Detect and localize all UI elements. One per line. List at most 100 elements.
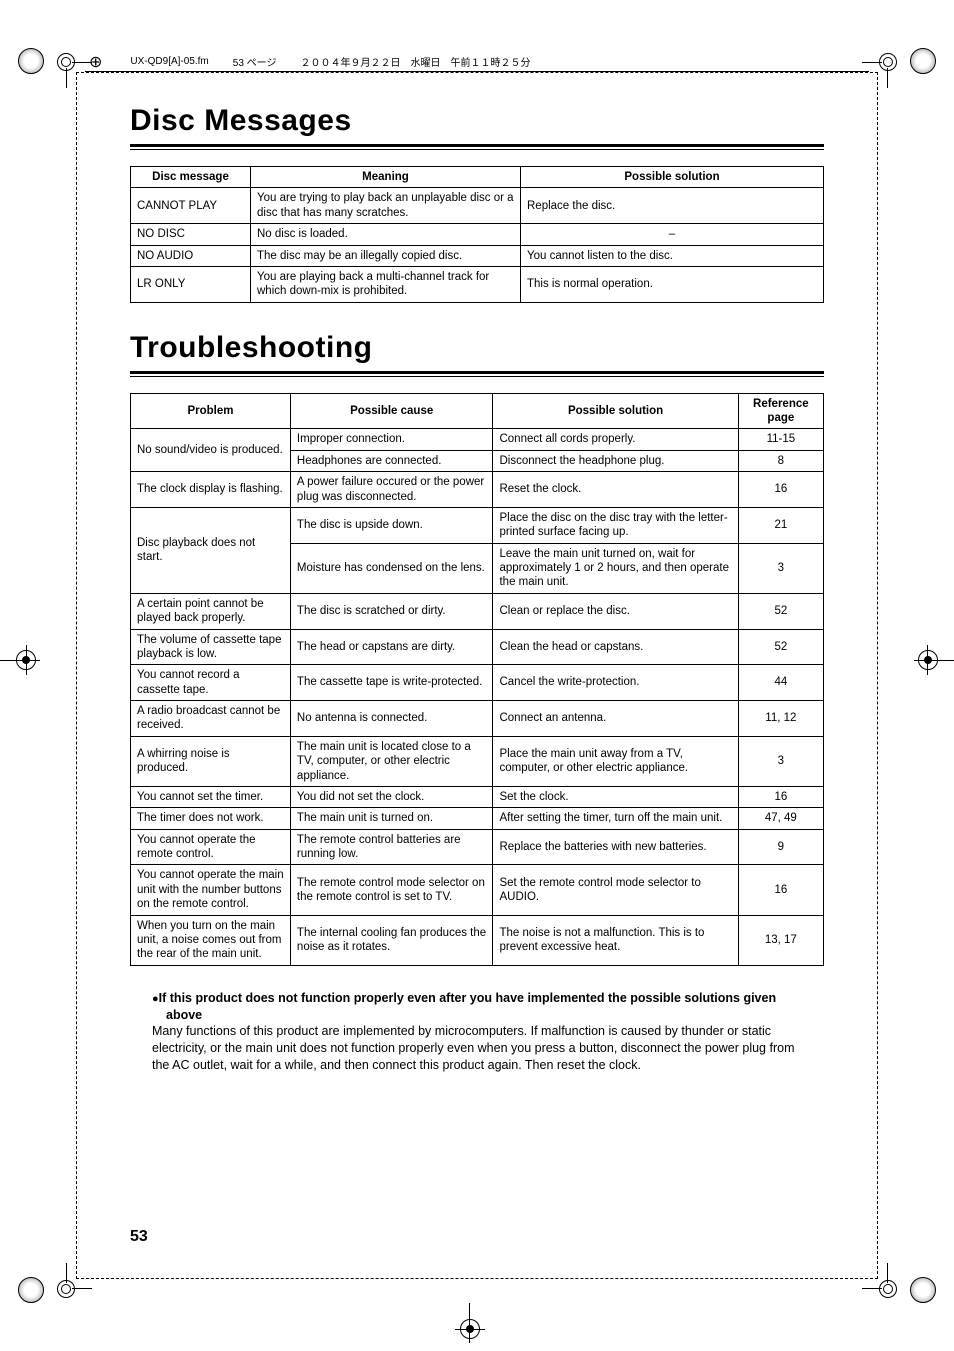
table-row: You cannot record a cassette tape.The ca… bbox=[131, 665, 824, 701]
table-cell-solution: Clean the head or capstans. bbox=[493, 629, 738, 665]
table-cell-cause: The head or capstans are dirty. bbox=[290, 629, 493, 665]
table-cell-solution: The noise is not a malfunction. This is … bbox=[493, 915, 738, 965]
table-cell-ref: 16 bbox=[738, 865, 823, 915]
table-cell: CANNOT PLAY bbox=[131, 188, 251, 224]
disc-messages-table: Disc messageMeaningPossible solution CAN… bbox=[130, 166, 824, 303]
table-cell-cause: The main unit is turned on. bbox=[290, 808, 493, 829]
section-title-disc-messages: Disc Messages bbox=[130, 104, 824, 138]
table-cell: – bbox=[521, 224, 824, 245]
table-cell-solution: Set the remote control mode selector to … bbox=[493, 865, 738, 915]
table-cell-solution: Place the disc on the disc tray with the… bbox=[493, 507, 738, 543]
table-row: A certain point cannot be played back pr… bbox=[131, 593, 824, 629]
table-cell-cause: The internal cooling fan produces the no… bbox=[290, 915, 493, 965]
table-cell-cause: Improper connection. bbox=[290, 429, 493, 450]
table-cell-solution: Reset the clock. bbox=[493, 472, 738, 508]
page-number: 53 bbox=[130, 1228, 148, 1246]
table-cell: NO AUDIO bbox=[131, 245, 251, 266]
table-cell-problem: You cannot operate the main unit with th… bbox=[131, 865, 291, 915]
plus-icon: ⊕ bbox=[89, 52, 102, 72]
table-cell: You are trying to play back an unplayabl… bbox=[251, 188, 521, 224]
table-cell-cause: You did not set the clock. bbox=[290, 786, 493, 807]
table-row: When you turn on the main unit, a noise … bbox=[131, 915, 824, 965]
crop-mark bbox=[874, 1275, 902, 1303]
table-cell-cause: The main unit is located close to a TV, … bbox=[290, 736, 493, 786]
table-header: Meaning bbox=[251, 167, 521, 188]
table-cell-problem: You cannot record a cassette tape. bbox=[131, 665, 291, 701]
table-cell-solution: Connect an antenna. bbox=[493, 701, 738, 737]
table-cell-solution: Leave the main unit turned on, wait for … bbox=[493, 543, 738, 593]
frame-header: ⊕ UX-QD9[A]-05.fm 53 ページ ２００４年９月２２日 水曜日 … bbox=[85, 52, 869, 72]
table-cell-problem: You cannot set the timer. bbox=[131, 786, 291, 807]
crop-mark bbox=[52, 1275, 80, 1303]
table-cell-ref: 8 bbox=[738, 450, 823, 471]
table-row: A radio broadcast cannot be received.No … bbox=[131, 701, 824, 737]
table-cell-ref: 52 bbox=[738, 629, 823, 665]
table-cell-solution: Clean or replace the disc. bbox=[493, 593, 738, 629]
header-date: ２００４年９月２２日 水曜日 午前１１時２５分 bbox=[300, 54, 530, 69]
table-row: The volume of cassette tape playback is … bbox=[131, 629, 824, 665]
table-cell-solution: Connect all cords properly. bbox=[493, 429, 738, 450]
table-cell-cause: The remote control batteries are running… bbox=[290, 829, 493, 865]
table-header: Reference page bbox=[738, 393, 823, 429]
table-cell-ref: 11-15 bbox=[738, 429, 823, 450]
table-row: Disc playback does not start.The disc is… bbox=[131, 507, 824, 543]
table-cell-cause: The remote control mode selector on the … bbox=[290, 865, 493, 915]
table-header: Possible solution bbox=[493, 393, 738, 429]
table-cell-solution: Place the main unit away from a TV, comp… bbox=[493, 736, 738, 786]
heading-underline bbox=[130, 371, 824, 377]
table-row: You cannot operate the remote control.Th… bbox=[131, 829, 824, 865]
side-registration-mark bbox=[0, 640, 40, 680]
registration-mark bbox=[908, 46, 938, 76]
table-cell-problem: The timer does not work. bbox=[131, 808, 291, 829]
table-cell-ref: 52 bbox=[738, 593, 823, 629]
registration-mark bbox=[16, 46, 46, 76]
table-cell-cause: No antenna is connected. bbox=[290, 701, 493, 737]
table-row: LR ONLYYou are playing back a multi-chan… bbox=[131, 266, 824, 302]
table-header: Disc message bbox=[131, 167, 251, 188]
table-cell-solution: After setting the timer, turn off the ma… bbox=[493, 808, 738, 829]
footnote-block: ●If this product does not function prope… bbox=[130, 990, 824, 1074]
table-cell-ref: 16 bbox=[738, 786, 823, 807]
crop-mark bbox=[874, 48, 902, 76]
table-cell-problem: A radio broadcast cannot be received. bbox=[131, 701, 291, 737]
table-cell: NO DISC bbox=[131, 224, 251, 245]
table-row: NO DISCNo disc is loaded.– bbox=[131, 224, 824, 245]
table-cell-cause: The cassette tape is write-protected. bbox=[290, 665, 493, 701]
table-cell: You are playing back a multi-channel tra… bbox=[251, 266, 521, 302]
table-cell: You cannot listen to the disc. bbox=[521, 245, 824, 266]
table-cell: The disc may be an illegally copied disc… bbox=[251, 245, 521, 266]
header-file: UX-QD9[A]-05.fm bbox=[130, 56, 208, 67]
table-cell-solution: Replace the batteries with new batteries… bbox=[493, 829, 738, 865]
registration-mark bbox=[908, 1275, 938, 1305]
table-cell-ref: 21 bbox=[738, 507, 823, 543]
table-row: You cannot operate the main unit with th… bbox=[131, 865, 824, 915]
table-row: NO AUDIOThe disc may be an illegally cop… bbox=[131, 245, 824, 266]
table-row: A whirring noise is produced.The main un… bbox=[131, 736, 824, 786]
table-cell: No disc is loaded. bbox=[251, 224, 521, 245]
table-cell-ref: 47, 49 bbox=[738, 808, 823, 829]
table-cell-cause: Headphones are connected. bbox=[290, 450, 493, 471]
table-cell-ref: 13, 17 bbox=[738, 915, 823, 965]
table-cell-problem: You cannot operate the remote control. bbox=[131, 829, 291, 865]
table-row: CANNOT PLAYYou are trying to play back a… bbox=[131, 188, 824, 224]
table-row: No sound/video is produced.Improper conn… bbox=[131, 429, 824, 450]
table-cell-cause: Moisture has condensed on the lens. bbox=[290, 543, 493, 593]
table-cell: Replace the disc. bbox=[521, 188, 824, 224]
table-cell-problem: Disc playback does not start. bbox=[131, 507, 291, 593]
table-cell-problem: A certain point cannot be played back pr… bbox=[131, 593, 291, 629]
table-cell-cause: A power failure occured or the power plu… bbox=[290, 472, 493, 508]
table-cell-solution: Disconnect the headphone plug. bbox=[493, 450, 738, 471]
table-cell-problem: The volume of cassette tape playback is … bbox=[131, 629, 291, 665]
table-cell-ref: 11, 12 bbox=[738, 701, 823, 737]
table-cell-problem: A whirring noise is produced. bbox=[131, 736, 291, 786]
table-header: Possible solution bbox=[521, 167, 824, 188]
table-row: You cannot set the timer.You did not set… bbox=[131, 786, 824, 807]
table-cell-problem: The clock display is flashing. bbox=[131, 472, 291, 508]
table-header: Problem bbox=[131, 393, 291, 429]
side-registration-mark bbox=[450, 1303, 490, 1343]
table-row: The clock display is flashing.A power fa… bbox=[131, 472, 824, 508]
troubleshooting-table: ProblemPossible causePossible solutionRe… bbox=[130, 393, 824, 966]
table-header: Possible cause bbox=[290, 393, 493, 429]
table-cell: LR ONLY bbox=[131, 266, 251, 302]
table-cell-ref: 3 bbox=[738, 736, 823, 786]
